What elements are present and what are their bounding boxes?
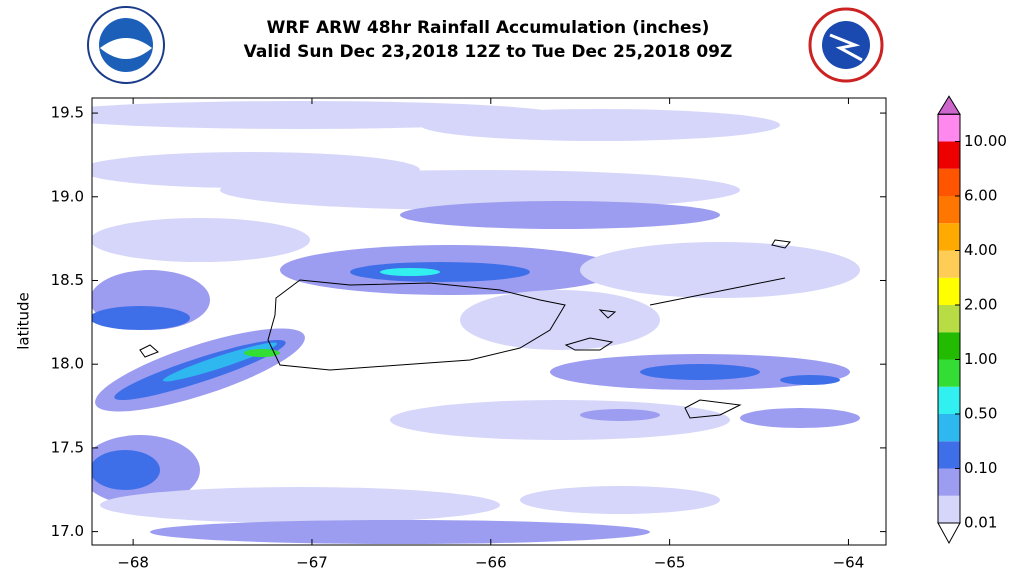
y-tick-label: 19.5 (51, 104, 84, 122)
colorbar-tick-label: 2.00 (964, 296, 997, 314)
colorbar-tick-label: 0.01 (964, 514, 997, 532)
plot-frame (91, 97, 887, 546)
colorbar-bin (938, 414, 960, 442)
colorbar-bin (938, 305, 960, 333)
colorbar-bin (938, 196, 960, 224)
y-tick-label: 17.5 (51, 438, 84, 456)
x-tick-label: −68 (117, 554, 149, 572)
colorbar-bin (938, 468, 960, 496)
y-tick-label: 19.0 (51, 187, 84, 205)
colorbar-bin (938, 386, 960, 414)
colorbar-under (937, 522, 961, 545)
colorbar-bin (938, 332, 960, 360)
colorbar-bin (938, 114, 960, 142)
colorbar-tick-label: 6.00 (964, 187, 997, 205)
y-tick-label: 18.0 (51, 355, 84, 373)
x-tick-label: −64 (833, 554, 865, 572)
colorbar-tick-label: 4.00 (964, 241, 997, 259)
colorbar-bin (938, 223, 960, 251)
chart-subtitle: Valid Sun Dec 23,2018 12Z to Tue Dec 25,… (244, 42, 733, 62)
x-tick-label: −65 (654, 554, 686, 572)
nws-logo (808, 7, 884, 83)
colorbar-bin (938, 441, 960, 469)
chart-title: WRF ARW 48hr Rainfall Accumulation (inch… (267, 18, 710, 38)
colorbar-bin (938, 168, 960, 196)
y-axis-label: latitude (15, 292, 33, 350)
colorbar-over (937, 95, 961, 115)
x-tick-label: −67 (296, 554, 328, 572)
y-tick-label: 18.5 (51, 271, 84, 289)
colorbar-tick-label: 1.00 (964, 350, 997, 368)
colorbar-frame (937, 113, 961, 524)
colorbar-bin (938, 495, 960, 523)
colorbar-bin (938, 250, 960, 278)
noaa-logo (87, 6, 165, 84)
x-tick-label: −66 (475, 554, 507, 572)
colorbar-tick-label: 0.10 (964, 459, 997, 477)
colorbar-tick-label: 10.00 (964, 132, 1007, 150)
colorbar-tick-label: 0.50 (964, 405, 997, 423)
colorbar-bin (938, 359, 960, 387)
colorbar-bin (938, 141, 960, 169)
coastlines (139, 239, 791, 419)
colorbar-bin (938, 277, 960, 305)
y-tick-label: 17.0 (51, 522, 84, 540)
rainfall-field (92, 101, 860, 544)
